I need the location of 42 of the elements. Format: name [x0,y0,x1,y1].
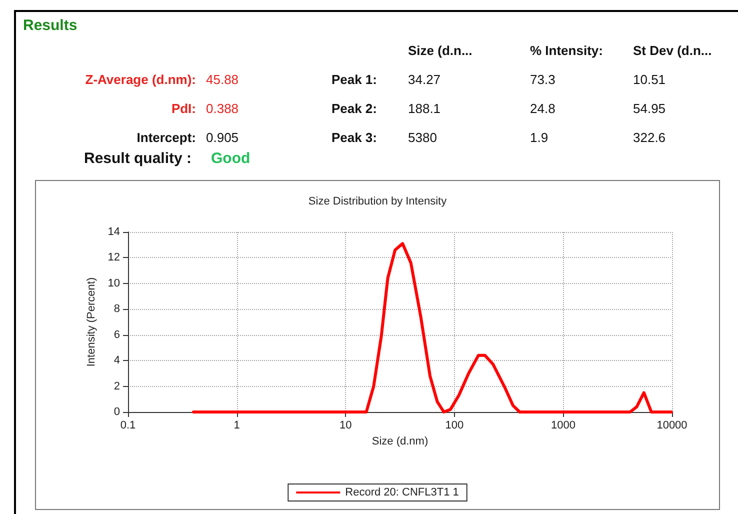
text: Intercept: [136,130,196,145]
x-tick-label: 1 [234,420,240,432]
x-tick-label: 10 [339,420,352,432]
text: 5380 [408,130,437,145]
y-tick-label: 8 [114,303,120,316]
text: 24.8 [530,101,556,116]
text: PdI: [171,101,196,116]
text: Peak 1: [331,72,377,87]
y-tick-label: 6 [114,328,120,341]
text: % Intensity: [530,43,603,58]
text: Z-Average (d.nm): [85,72,196,87]
text: 188.1 [408,101,441,116]
text: 0.905 [206,130,239,145]
y-axis-title: Intensity (Percent) [85,277,98,367]
x-tick-label: 10000 [656,420,688,432]
y-tick-label: 0 [114,406,120,418]
text: Peak 3: [331,130,377,145]
text: Size (d.n... [408,43,472,58]
y-tick-label: 2 [114,380,120,392]
text: 54.95 [633,101,666,116]
x-axis-title: Size (d.nm) [372,435,428,448]
text: 73.3 [530,72,556,87]
x-tick-label: 0.1 [120,420,136,432]
y-tick-label: 14 [108,226,120,238]
y-tick-label: 12 [108,252,120,264]
x-tick-label: 100 [445,420,464,432]
text: 34.27 [408,72,441,87]
text: 1.9 [530,130,548,145]
text: Results [23,17,78,34]
text: 0.388 [206,101,239,116]
legend-label: Record 20: CNFL3T1 1 [345,486,459,498]
y-tick-label: 10 [108,277,120,290]
x-tick-label: 1000 [550,420,576,432]
y-tick-label: 4 [114,354,120,367]
chart-title: Size Distribution by Intensity [308,196,448,208]
text: 322.6 [633,130,666,145]
text: Peak 2: [331,101,377,116]
text: 10.51 [633,72,666,87]
text: Good [211,150,250,167]
text: Result quality : [84,150,193,167]
text: St Dev (d.n... [633,43,712,58]
text: 45.88 [206,72,239,87]
